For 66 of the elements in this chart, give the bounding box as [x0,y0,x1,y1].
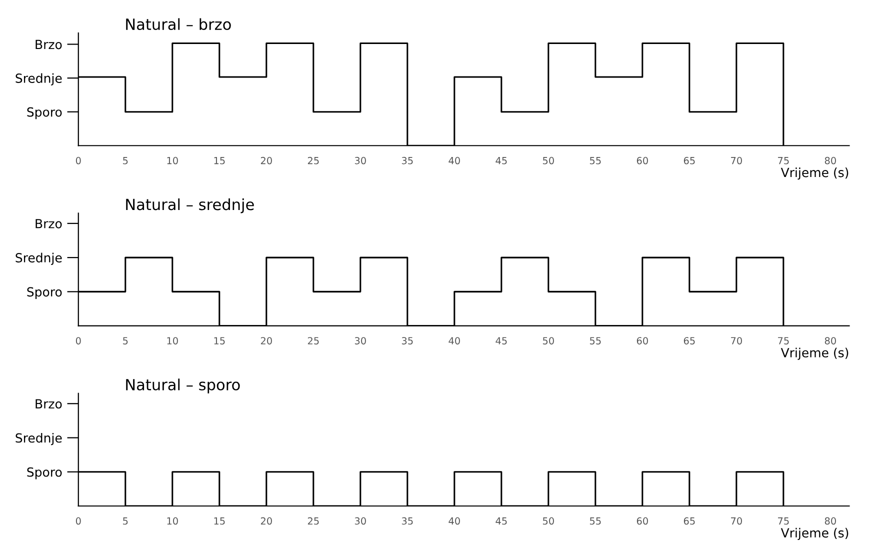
x-tick-label: 10 [167,517,178,525]
text: Srednje [16,432,62,446]
x-tick-label: 5 [123,517,128,525]
x-tick-label: 65 [684,517,695,525]
chart-title: Natural – sporo [126,378,240,394]
x-tick-label: 5 [123,157,128,164]
x-tick-label: 60 [636,517,648,525]
x-tick-label: 50 [542,517,554,525]
text: Sporo [27,287,62,300]
chart-title: Natural – srednje [126,198,254,214]
x-tick-label: 15 [214,337,225,344]
chart-title: Natural – brzo [126,18,231,30]
x-tick-label: 25 [308,337,319,344]
x-tick-label: 80 [824,156,836,164]
x-tick-label: 50 [542,337,554,344]
x-tick-label: 60 [636,337,648,344]
x-tick-label: 75 [778,157,789,164]
x-tick-label: 45 [496,337,507,344]
x-tick-label: 30 [354,337,366,344]
x-tick-label: 15 [214,157,225,164]
x-axis-title: Vrijeme (s) [780,168,848,180]
x-tick-label: 65 [684,337,695,344]
x-tick-label: 0 [76,156,81,164]
x-tick-label: 20 [260,517,272,525]
x-tick-label: 55 [590,337,601,344]
x-tick-label: 40 [448,156,460,164]
x-tick-label: 35 [402,517,413,525]
x-tick-label: 15 [214,517,225,525]
x-tick-label: 40 [448,517,460,525]
x-tick-label: 45 [496,517,507,525]
text: Brzo [36,399,62,409]
x-tick-label: 70 [731,156,742,164]
x-tick-label: 45 [496,157,507,164]
x-tick-label: 55 [590,517,601,525]
x-tick-label: 30 [354,517,366,525]
text: Srednje [16,252,62,265]
x-tick-label: 70 [731,337,742,344]
x-tick-label: 25 [308,156,319,164]
x-tick-label: 30 [354,156,366,164]
x-tick-label: 40 [448,337,460,344]
text: Brzo [36,40,62,50]
text: Srednje [16,73,62,86]
x-tick-label: 0 [76,517,81,525]
x-tick-label: 0 [76,337,81,344]
x-tick-label: 20 [260,156,272,164]
text: Sporo [27,107,62,120]
x-tick-label: 75 [778,337,789,344]
x-tick-label: 25 [308,517,319,525]
x-tick-label: 70 [731,517,742,525]
x-axis-title: Vrijeme (s) [780,348,848,360]
x-tick-label: 20 [260,337,272,344]
x-tick-label: 35 [402,156,413,164]
x-tick-label: 65 [684,156,695,164]
x-tick-label: 5 [123,337,128,344]
x-tick-label: 10 [167,337,178,344]
text: Brzo [36,219,62,228]
x-tick-label: 10 [167,156,178,164]
x-tick-label: 55 [590,157,601,164]
x-tick-label: 35 [402,337,413,344]
x-tick-label: 60 [636,156,648,164]
x-tick-label: 50 [542,156,554,164]
x-tick-label: 80 [824,337,836,344]
x-tick-label: 80 [824,517,836,525]
x-tick-label: 75 [778,517,789,525]
text: Sporo [27,467,62,480]
x-axis-title: Vrijeme (s) [780,528,848,540]
